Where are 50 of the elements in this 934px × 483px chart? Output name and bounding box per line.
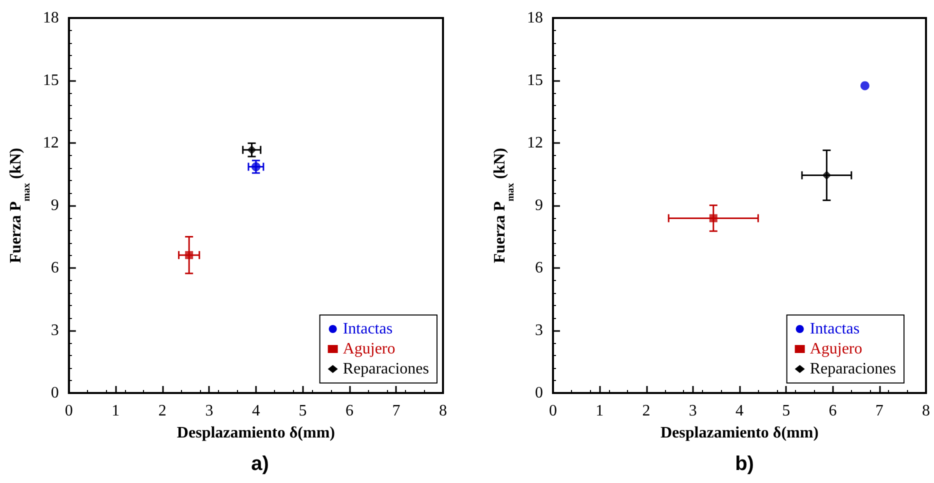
point (709, 214, 718, 222)
x-tick-label: 1 (596, 402, 604, 420)
x-tick-label: 3 (205, 402, 214, 420)
point (247, 145, 256, 154)
x-tick-label: 8 (439, 402, 447, 420)
x-axis-title: Desplazamiento δ(mm) (660, 424, 819, 442)
point (185, 251, 194, 260)
legend-label: Reparaciones (810, 360, 896, 378)
point (251, 162, 260, 172)
y-tick-label: 6 (535, 260, 543, 276)
y-tick-label: 15 (527, 72, 543, 89)
y-tick-label: 0 (535, 384, 543, 402)
x-tick-label: 8 (922, 402, 930, 420)
y-tick-label: 6 (50, 260, 59, 276)
legend-label: Intactas (810, 320, 860, 338)
x-axis-title: Desplazamiento δ(mm) (176, 424, 335, 442)
x-tick-label: 6 (828, 402, 837, 420)
legend-label: Intactas (342, 320, 393, 338)
text: a) (251, 453, 269, 475)
y-tick-label: 3 (535, 322, 543, 339)
y-tick-label: 18 (527, 10, 543, 26)
point (822, 170, 832, 180)
y-tick-label: 0 (50, 384, 59, 402)
legend-label: Reparaciones (342, 360, 430, 378)
x-tick-label: 7 (875, 402, 884, 420)
legend-label: Agujero (810, 340, 862, 358)
x-tick-label: 6 (345, 402, 354, 420)
y-tick-label: 9 (535, 197, 543, 214)
y-tick-label: 15 (42, 72, 59, 89)
x-tick-label: 1 (112, 402, 120, 420)
y-tick-label: 18 (42, 10, 59, 26)
x-tick-label: 5 (298, 402, 307, 420)
text: b) (735, 453, 754, 475)
legend-label: Agujero (342, 340, 396, 358)
y-tick-label: 12 (527, 134, 543, 152)
x-tick-label: 4 (736, 402, 744, 420)
y-tick-label: 9 (50, 197, 59, 214)
y-axis-title: Fuerza Pmax (kN) (8, 148, 32, 264)
x-tick-label: 2 (642, 402, 650, 420)
x-tick-label: 5 (782, 402, 790, 420)
x-tick-label: 4 (252, 402, 260, 420)
x-tick-label: 3 (688, 402, 697, 420)
x-tick-label: 2 (158, 402, 166, 420)
y-axis-title: Fuerza Pmax (kN) (492, 148, 517, 264)
x-tick-label: 7 (392, 402, 400, 420)
y-tick-label: 12 (42, 134, 59, 152)
x-tick-label: 0 (549, 402, 557, 420)
point (860, 81, 870, 90)
y-tick-label: 3 (50, 322, 59, 339)
x-tick-label: 0 (64, 402, 73, 420)
